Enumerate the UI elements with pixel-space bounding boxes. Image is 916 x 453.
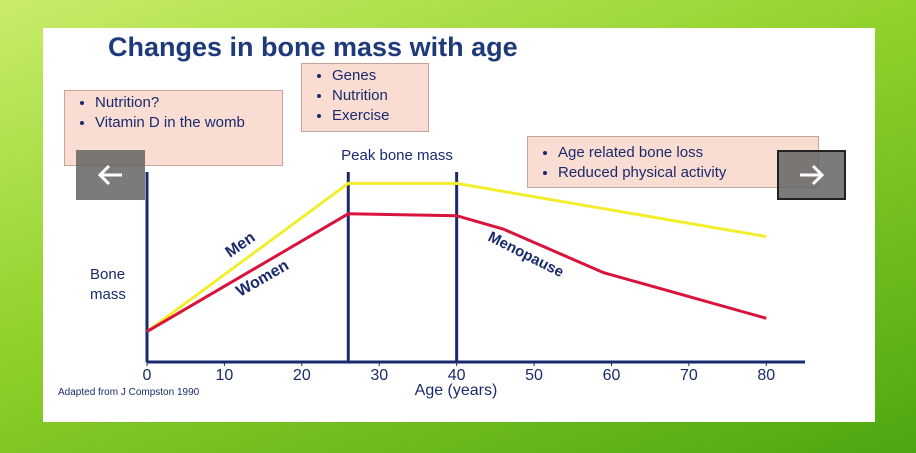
peak-label: Peak bone mass: [341, 147, 453, 164]
series-line: [146, 212, 767, 333]
bullet: Reduced physical activity: [558, 163, 818, 183]
next-button[interactable]: [777, 150, 846, 200]
arrow-icon: [97, 164, 122, 186]
note-box: Age related bone lossReduced physical ac…: [527, 136, 819, 188]
x-axis-label: Age (years): [415, 382, 498, 399]
bullet: Nutrition: [332, 86, 428, 106]
x-tick-label: 50: [525, 367, 543, 384]
note-box: GenesNutritionExercise: [301, 63, 429, 132]
bullet: Genes: [332, 66, 428, 86]
x-tick-label: 70: [680, 367, 698, 384]
x-tick-label: 60: [603, 367, 621, 384]
arrow-icon: [800, 164, 825, 186]
x-tick-label: 80: [757, 367, 775, 384]
bullet: Nutrition?: [95, 93, 282, 113]
source-note: Adapted from J Compston 1990: [58, 387, 200, 398]
y-axis-label: Bone mass: [90, 266, 126, 303]
x-tick-label: 30: [370, 367, 388, 384]
x-tick-label: 10: [216, 367, 234, 384]
x-tick-label: 40: [448, 367, 466, 384]
chart-title: Changes in bone mass with age: [108, 32, 518, 62]
bullet: Exercise: [332, 106, 428, 126]
series-line: [146, 181, 767, 333]
legend-label: Men: [223, 229, 259, 261]
bullet: Vitamin D in the womb: [95, 113, 282, 133]
x-tick-label: 0: [143, 367, 152, 384]
x-tick-label: 20: [293, 367, 311, 384]
annotation: Menopause: [485, 228, 566, 281]
prev-button[interactable]: [76, 150, 145, 200]
bullet: Age related bone loss: [558, 143, 818, 163]
